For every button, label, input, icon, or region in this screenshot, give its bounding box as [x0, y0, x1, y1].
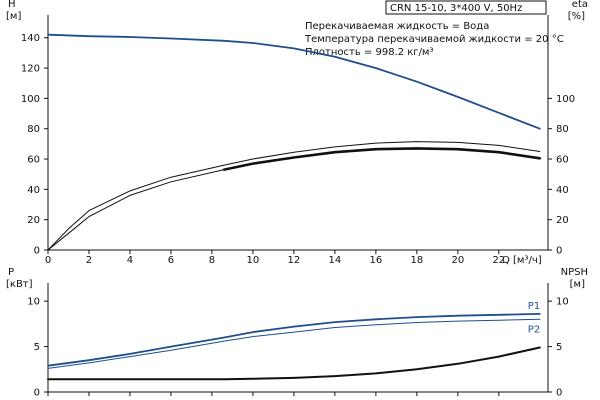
x-tick-label: 22: [492, 255, 505, 266]
series-label-P1: P1: [528, 301, 540, 312]
y-left-tick-label: 60: [27, 155, 40, 166]
y-left-tick-label: 100: [21, 94, 40, 105]
series-line-NPSH: [47, 346, 541, 381]
y-left-unit: [м]: [6, 11, 21, 22]
x-tick-label: 20: [451, 255, 464, 266]
title-box: [385, 0, 547, 15]
y-left-tick-label: 20: [27, 215, 40, 226]
series-line-P2: [47, 318, 541, 369]
chart-title: CRN 15-10, 3*400 V, 50Hz: [390, 3, 522, 14]
y-left-tick-label: 5: [34, 342, 40, 353]
y-left-tick-label: 120: [21, 64, 40, 75]
series-line-eta_inner: [47, 147, 541, 251]
y-left-label: P: [8, 267, 14, 278]
info-line: Плотность = 998.2 кг/м³: [305, 47, 434, 58]
y-right-tick-label: 0: [556, 388, 562, 399]
series-line-eta_outer: [47, 141, 541, 251]
y-right-tick-label: 10: [556, 297, 569, 308]
x-tick-label: 4: [127, 255, 133, 266]
y-left-tick-label: 0: [34, 246, 40, 257]
x-tick-label: 10: [247, 255, 260, 266]
series-line-H: [47, 33, 541, 130]
y-left-tick-label: 10: [27, 297, 40, 308]
y-right-tick-label: 5: [556, 342, 562, 353]
y-right-tick-label: 80: [556, 124, 569, 135]
series-line-P1: [47, 312, 541, 367]
y-right-unit: [%]: [568, 11, 585, 22]
y-left-unit: [кВт]: [6, 279, 33, 290]
y-right-label: NPSH: [561, 267, 588, 278]
info-line: Перекачиваемая жидкость = Вода: [305, 21, 489, 32]
y-right-label: eta: [572, 0, 588, 10]
y-right-tick-label: 40: [556, 185, 569, 196]
x-tick-label: 16: [370, 255, 383, 266]
x-tick-label: 2: [86, 255, 92, 266]
info-line: Температура перекачиваемой жидкости = 20…: [304, 34, 564, 45]
x-tick-label: 14: [329, 255, 342, 266]
y-right-tick-label: 60: [556, 155, 569, 166]
x-label: Q: [502, 255, 510, 266]
y-left-tick-label: 80: [27, 124, 40, 135]
y-left-tick-label: 40: [27, 185, 40, 196]
x-tick-label: 0: [45, 255, 51, 266]
y-left-tick-label: 0: [34, 388, 40, 399]
y-left-tick-label: 140: [21, 33, 40, 44]
x-unit: [м³/ч]: [513, 255, 542, 266]
series-line-eta_op: [222, 147, 542, 171]
y-right-tick-label: 20: [556, 215, 569, 226]
x-tick-label: 18: [410, 255, 423, 266]
y-right-unit: [м]: [570, 279, 585, 290]
y-right-tick-label: 0: [556, 246, 562, 257]
y-left-label: H: [8, 0, 16, 10]
series-label-P2: P2: [528, 324, 540, 335]
x-tick-label: 8: [209, 255, 215, 266]
y-right-tick-label: 100: [556, 94, 575, 105]
x-tick-label: 12: [288, 255, 301, 266]
x-tick-label: 6: [168, 255, 174, 266]
